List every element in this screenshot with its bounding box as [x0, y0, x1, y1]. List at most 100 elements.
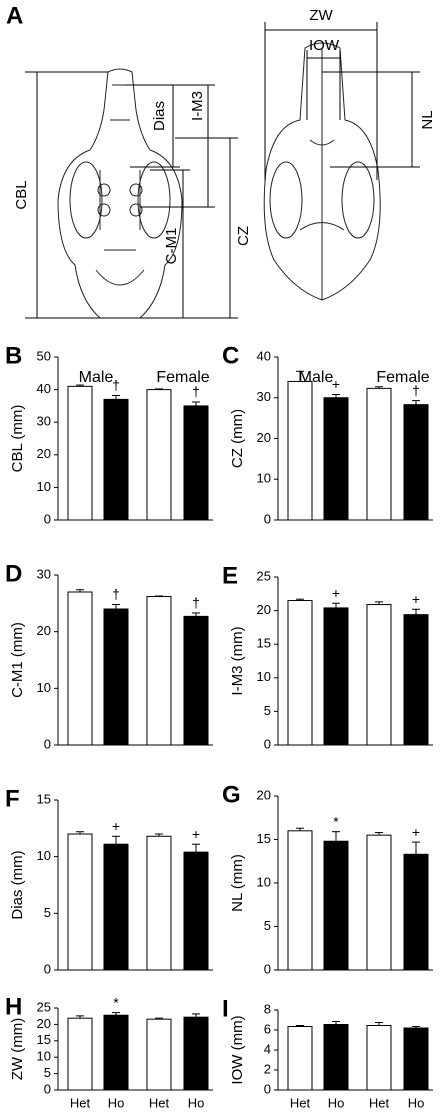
- error-bar: [412, 400, 420, 405]
- error-bar: [155, 388, 163, 390]
- error-bar: [76, 1015, 84, 1019]
- skull-dorsal: [263, 42, 381, 301]
- panel-label: H: [5, 993, 22, 1020]
- y-axis-label: ZW (mm): [9, 1018, 26, 1080]
- error-bar: [332, 831, 340, 842]
- bar: [366, 1025, 392, 1091]
- y-tick-label: 4: [264, 1041, 271, 1056]
- y-tick-label: 20: [257, 430, 271, 445]
- error-bar: [375, 832, 383, 836]
- significance-mark: +: [332, 585, 340, 601]
- error-bar: [155, 833, 163, 837]
- bar: [323, 840, 349, 971]
- y-axis-label: CZ (mm): [229, 409, 246, 468]
- panel-label: C: [222, 342, 239, 369]
- significance-mark: *: [333, 813, 339, 829]
- bar: [146, 1018, 172, 1091]
- significance-mark: †: [192, 384, 200, 400]
- panel-label: D: [5, 560, 22, 587]
- y-tick-label: 40: [37, 381, 51, 396]
- error-bar: [412, 1026, 420, 1028]
- error-bar: [375, 386, 383, 389]
- x-tick-label: Ho: [408, 1095, 425, 1110]
- y-tick-label: 20: [257, 787, 271, 802]
- measure-label: CBL: [13, 180, 30, 209]
- error-bar: [296, 598, 304, 601]
- bar: [403, 614, 429, 746]
- error-bar: [192, 612, 200, 617]
- error-bar: [112, 394, 120, 400]
- measure-label: Dias: [151, 101, 168, 131]
- y-tick-label: 10: [257, 874, 271, 889]
- bar: [403, 853, 429, 971]
- bar: [366, 387, 392, 521]
- measure-label: NL: [419, 110, 436, 129]
- y-tick-label: 10: [37, 479, 51, 494]
- bar: [323, 607, 349, 746]
- measure-label: C-M1: [163, 228, 180, 265]
- x-tick-label: Het: [290, 1095, 311, 1110]
- error-bar: [76, 384, 84, 387]
- group-label: Female: [376, 369, 429, 386]
- bar: [67, 385, 93, 521]
- y-axis-label: I-M3 (mm): [229, 626, 246, 695]
- y-tick-label: 20: [257, 602, 271, 617]
- error-bar: [192, 401, 200, 406]
- y-tick-label: 10: [37, 680, 51, 695]
- y-axis-label: IOW (mm): [229, 1015, 246, 1084]
- bar: [366, 834, 392, 971]
- y-tick-label: 0: [44, 1081, 51, 1096]
- error-bar: [412, 841, 420, 855]
- error-bar: [296, 827, 304, 831]
- significance-mark: +: [192, 826, 200, 842]
- measure-label: I-M3: [189, 91, 206, 121]
- y-tick-label: 10: [37, 848, 51, 863]
- measure-label: ZW: [309, 7, 333, 24]
- significance-mark: +: [412, 824, 420, 840]
- panel-label: G: [222, 781, 241, 808]
- significance-mark: †: [112, 377, 120, 393]
- y-axis-label: CBL (mm): [9, 405, 26, 473]
- y-axis-label: Dias (mm): [9, 850, 26, 919]
- y-tick-label: 8: [264, 1001, 271, 1016]
- x-tick-label: Ho: [328, 1095, 345, 1110]
- y-tick-label: 40: [257, 348, 271, 363]
- error-bar: [332, 393, 340, 398]
- y-tick-label: 25: [257, 568, 271, 583]
- significance-mark: +: [332, 376, 340, 392]
- y-tick-label: 10: [37, 1049, 51, 1064]
- y-axis-label: NL (mm): [229, 854, 246, 912]
- y-tick-label: 20: [37, 623, 51, 638]
- x-tick-label: Het: [369, 1095, 390, 1110]
- significance-mark: +: [412, 591, 420, 607]
- bar: [403, 404, 429, 521]
- y-tick-label: 15: [257, 636, 271, 651]
- y-tick-label: 0: [264, 961, 271, 976]
- x-tick-label: Ho: [188, 1095, 205, 1110]
- significance-mark: +: [112, 818, 120, 834]
- measure-label: CZ: [235, 226, 252, 246]
- error-bar: [155, 595, 163, 597]
- measurement-lines: [25, 22, 420, 319]
- error-bar: [76, 589, 84, 592]
- bar: [146, 389, 172, 521]
- y-tick-label: 5: [44, 1065, 51, 1080]
- error-bar: [112, 835, 120, 845]
- y-tick-label: 10: [257, 669, 271, 684]
- x-tick-label: Ho: [108, 1095, 125, 1110]
- y-tick-label: 20: [37, 446, 51, 461]
- panel-label: E: [222, 562, 238, 589]
- bar: [403, 1027, 429, 1091]
- bar: [146, 835, 172, 971]
- y-tick-label: 0: [264, 736, 271, 751]
- error-bar: [375, 601, 383, 605]
- bar: [366, 604, 392, 746]
- bar: [103, 398, 129, 521]
- bar: [183, 851, 209, 971]
- y-tick-label: 30: [257, 389, 271, 404]
- bar: [103, 843, 129, 971]
- bar: [183, 615, 209, 746]
- y-tick-label: 5: [44, 905, 51, 920]
